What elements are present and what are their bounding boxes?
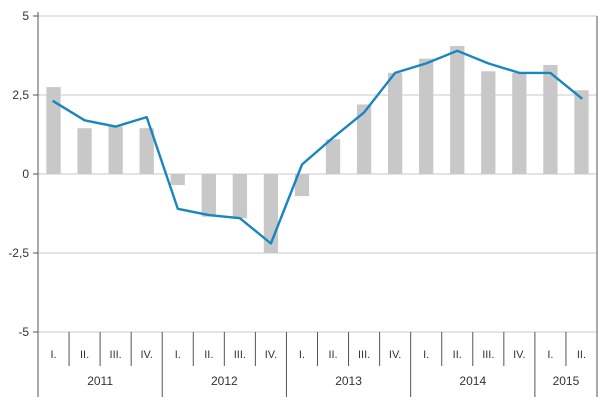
x-tick-label: III. bbox=[358, 349, 370, 361]
x-tick-label: II. bbox=[328, 349, 337, 361]
year-label: 2014 bbox=[459, 374, 486, 388]
line-series bbox=[52, 49, 583, 245]
bar-series bbox=[46, 46, 589, 253]
bar bbox=[481, 71, 496, 174]
x-tick-label: III. bbox=[110, 349, 122, 361]
bar bbox=[387, 72, 403, 174]
year-label: 2012 bbox=[211, 374, 238, 388]
y-tick-label: 5 bbox=[22, 9, 29, 23]
labels: 5 2,5 0 -2,5 -5 I. II. III. IV. I. II. III. IV. I. II.… bbox=[8, 9, 586, 388]
bar bbox=[170, 174, 185, 186]
year-label: 2015 bbox=[553, 374, 580, 388]
x-tick-label: I. bbox=[299, 349, 305, 361]
bar bbox=[77, 128, 92, 174]
y-tick-label: -2,5 bbox=[8, 246, 29, 260]
x-tick-label: IV. bbox=[513, 349, 525, 361]
bar bbox=[201, 174, 216, 217]
x-tick-label: IV. bbox=[140, 349, 152, 361]
line-path bbox=[52, 49, 583, 245]
x-tick-label: IV. bbox=[265, 349, 277, 361]
bar bbox=[450, 46, 465, 174]
bar bbox=[419, 58, 434, 174]
bar bbox=[574, 90, 589, 174]
x-tick-label: II. bbox=[80, 349, 89, 361]
bar bbox=[46, 87, 61, 174]
bar bbox=[543, 64, 558, 174]
x-tick-label: I. bbox=[50, 349, 56, 361]
x-tick-label: II. bbox=[453, 349, 462, 361]
bar bbox=[512, 72, 527, 174]
bar bbox=[294, 174, 310, 197]
bar bbox=[325, 139, 341, 174]
x-tick-label: II. bbox=[204, 349, 213, 361]
x-tick-label: I. bbox=[423, 349, 429, 361]
x-tick-label: II. bbox=[577, 349, 586, 361]
x-tick-label: I. bbox=[175, 349, 181, 361]
x-tick-label: I. bbox=[547, 349, 553, 361]
year-label: 2013 bbox=[335, 374, 362, 388]
x-tick-label: III. bbox=[482, 349, 494, 361]
bar bbox=[232, 174, 248, 219]
y-tick-label: -5 bbox=[18, 325, 29, 339]
year-label: 2011 bbox=[87, 374, 113, 388]
y-tick-label: 2,5 bbox=[12, 88, 29, 102]
bar bbox=[356, 104, 372, 174]
x-tick-label: IV. bbox=[389, 349, 401, 361]
y-tick-label: 0 bbox=[22, 167, 29, 181]
x-tick-label: III. bbox=[234, 349, 246, 361]
bar bbox=[139, 128, 154, 174]
axes bbox=[33, 12, 598, 397]
bar bbox=[108, 126, 123, 174]
